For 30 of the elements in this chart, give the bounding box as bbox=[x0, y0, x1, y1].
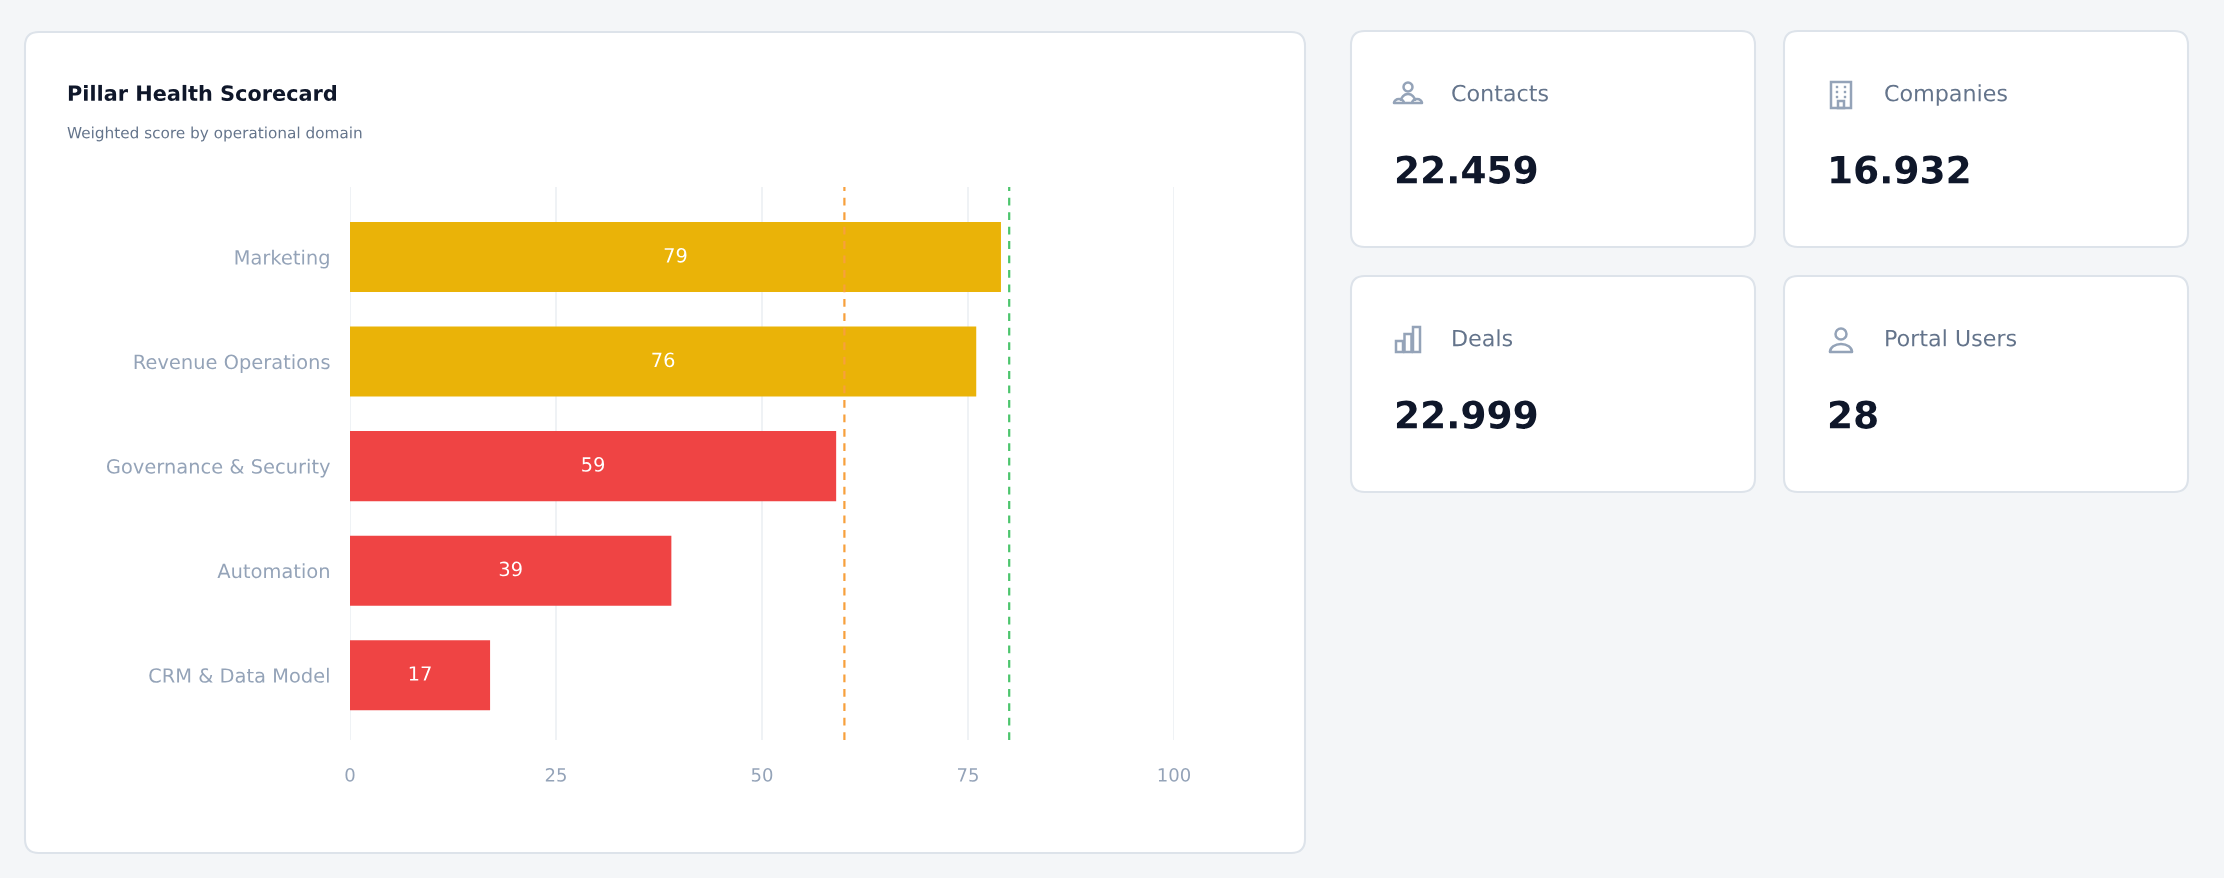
y-tick-label: Marketing bbox=[235, 249, 329, 269]
y-tick-label: CRM & Data Model bbox=[149, 667, 329, 683]
data-label: 22.459 bbox=[1396, 155, 1537, 184]
bar bbox=[350, 222, 1001, 293]
category-label: Portal Users bbox=[1886, 329, 2017, 347]
bar bbox=[350, 535, 672, 606]
category-label: Contacts bbox=[1452, 84, 1548, 102]
bar bbox=[350, 326, 977, 397]
data-label: 17 bbox=[409, 666, 431, 681]
data-label: 28 bbox=[1829, 400, 1877, 429]
x-tick-label: 75 bbox=[957, 768, 978, 782]
text: Weighted score by operational domain bbox=[67, 126, 362, 142]
y-tick-label: Revenue Operations bbox=[134, 354, 330, 374]
x-tick-label: 100 bbox=[1158, 768, 1191, 782]
data-label: 39 bbox=[499, 561, 522, 577]
y-tick-label: Automation bbox=[217, 563, 329, 579]
data-label: 79 bbox=[664, 247, 687, 263]
y-tick-label: Governance & Security bbox=[106, 458, 330, 478]
data-label: 16.932 bbox=[1831, 155, 1969, 184]
x-tick-label: 50 bbox=[751, 768, 773, 782]
x-tick-label: 0 bbox=[345, 768, 355, 782]
category-label: Deals bbox=[1453, 329, 1513, 347]
x-tick-label: 25 bbox=[545, 768, 566, 782]
data-label: 22.999 bbox=[1396, 400, 1537, 429]
data-label: 76 bbox=[652, 352, 675, 368]
category-label: Companies bbox=[1885, 84, 2007, 106]
bar bbox=[350, 431, 837, 502]
bar bbox=[350, 640, 491, 711]
data-label: 59 bbox=[582, 457, 605, 472]
chart-title: Pillar Health Scorecard bbox=[68, 84, 336, 102]
